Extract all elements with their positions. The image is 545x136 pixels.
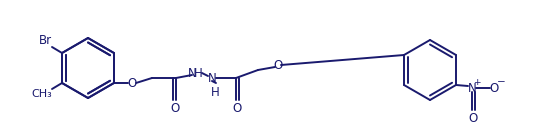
- Text: O: O: [274, 58, 283, 72]
- Text: +: +: [473, 78, 481, 86]
- Text: Br: Br: [39, 35, 52, 47]
- Text: O: O: [232, 101, 241, 115]
- Text: N: N: [187, 67, 196, 80]
- Text: O: O: [171, 101, 180, 115]
- Text: O: O: [468, 112, 477, 124]
- Text: H: H: [193, 67, 202, 80]
- Text: CH₃: CH₃: [32, 89, 52, 99]
- Text: O: O: [128, 77, 137, 89]
- Text: H: H: [210, 86, 219, 98]
- Text: −: −: [496, 77, 505, 87]
- Text: N: N: [208, 72, 216, 84]
- Text: O: O: [489, 81, 499, 95]
- Text: N: N: [468, 81, 476, 95]
